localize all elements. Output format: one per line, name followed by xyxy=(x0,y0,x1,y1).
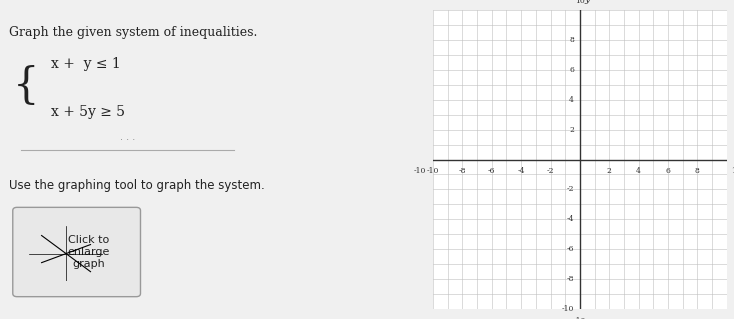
Text: -10: -10 xyxy=(427,167,439,175)
Text: -6: -6 xyxy=(567,245,574,254)
FancyBboxPatch shape xyxy=(12,207,140,297)
Text: 8: 8 xyxy=(695,167,700,175)
Text: -8: -8 xyxy=(567,275,574,284)
Text: {: { xyxy=(12,65,40,107)
Text: 8: 8 xyxy=(569,35,574,44)
Text: -10: -10 xyxy=(562,305,574,314)
Text: 2: 2 xyxy=(607,167,611,175)
Text: x +  y ≤ 1: x + y ≤ 1 xyxy=(51,57,121,71)
Text: x + 5y ≥ 5: x + 5y ≥ 5 xyxy=(51,105,125,119)
Text: -8: -8 xyxy=(459,167,466,175)
Text: -10: -10 xyxy=(574,317,586,319)
Text: 1: 1 xyxy=(731,167,734,175)
Text: · · ·: · · · xyxy=(120,135,135,145)
Text: 10: 10 xyxy=(575,0,585,5)
Text: Use the graphing tool to graph the system.: Use the graphing tool to graph the syste… xyxy=(9,179,264,192)
Text: -4: -4 xyxy=(567,215,574,224)
Text: 2: 2 xyxy=(569,125,574,134)
Text: 4: 4 xyxy=(569,95,574,104)
Text: -2: -2 xyxy=(567,185,574,194)
Text: y: y xyxy=(584,0,590,4)
Text: 4: 4 xyxy=(636,167,641,175)
Text: -2: -2 xyxy=(547,167,554,175)
Text: -4: -4 xyxy=(517,167,525,175)
Text: Graph the given system of inequalities.: Graph the given system of inequalities. xyxy=(9,26,257,39)
Text: -10: -10 xyxy=(413,167,426,175)
Text: 6: 6 xyxy=(666,167,670,175)
Text: -6: -6 xyxy=(488,167,495,175)
Text: 6: 6 xyxy=(569,65,574,74)
Text: Click to
enlarge
graph: Click to enlarge graph xyxy=(68,235,110,269)
